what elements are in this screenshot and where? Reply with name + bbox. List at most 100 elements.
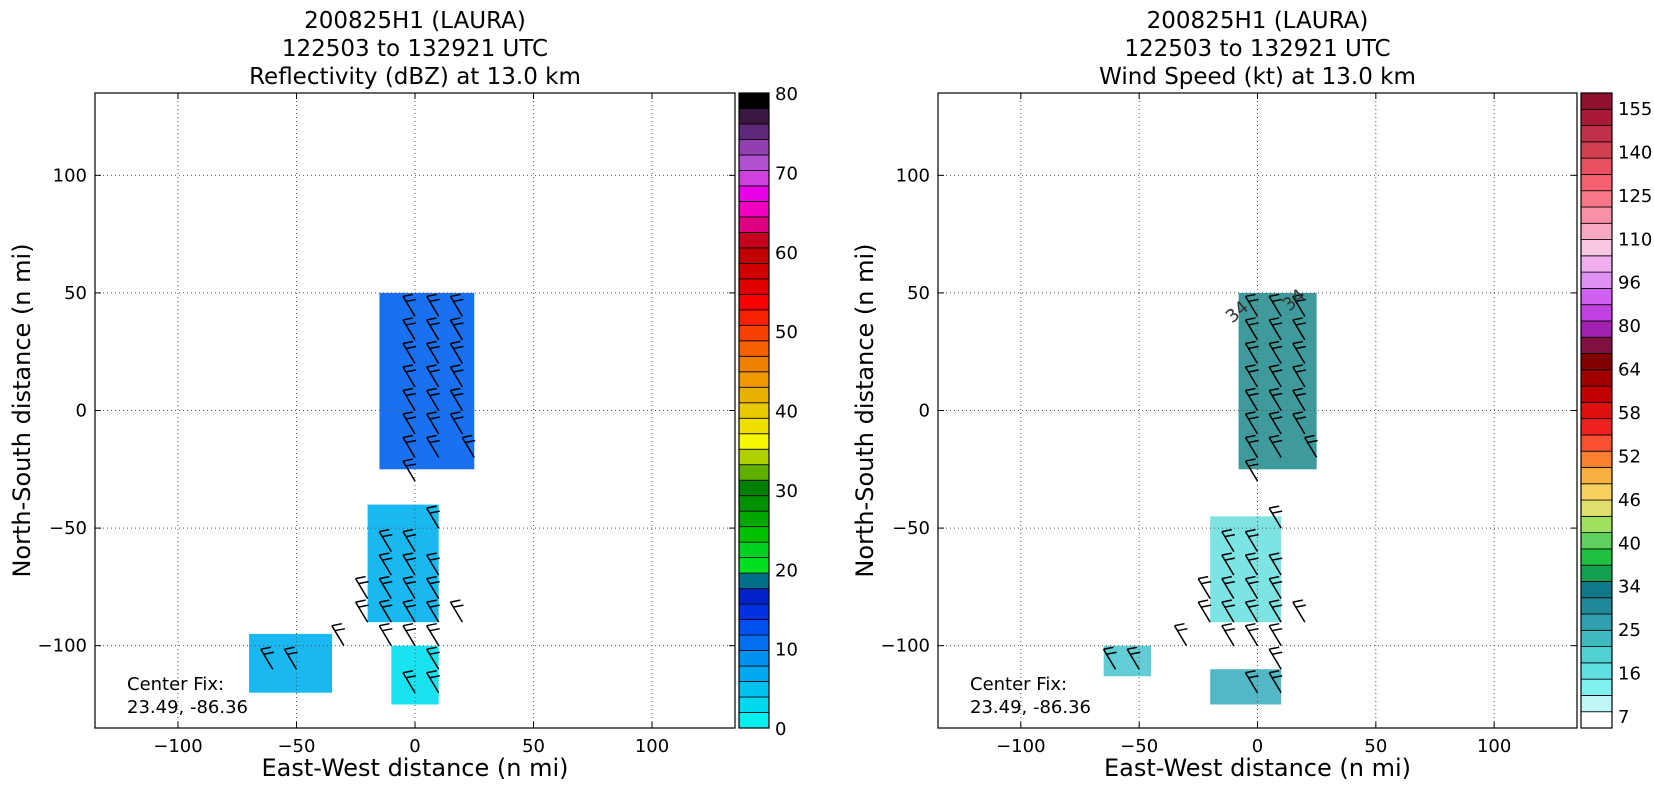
wind-barb [378, 622, 393, 647]
colorbar-tick-label: 80 [775, 84, 798, 105]
x-tick-label: −50 [1120, 736, 1158, 757]
wind-barb [1197, 575, 1212, 600]
wind-barb [402, 458, 417, 482]
colorbar-segment [1580, 108, 1613, 126]
colorbar-segment [1580, 271, 1613, 289]
colorbar-segment [1580, 613, 1613, 631]
y-tick-label: 0 [76, 401, 87, 422]
colorbar-segment [738, 340, 770, 357]
colorbar-segment [738, 650, 770, 667]
wind-barb [426, 622, 440, 647]
colorbar-segment [738, 154, 770, 171]
colorbar-tick-label: 7 [1618, 707, 1629, 728]
wind-barb [449, 411, 464, 435]
wind-barb [402, 622, 417, 647]
wind-barb [1268, 646, 1283, 670]
colorbar-segment [1580, 320, 1613, 338]
wind-barb [402, 434, 417, 458]
x-tick-label: −100 [153, 736, 202, 757]
colorbar-segment [738, 309, 770, 326]
colorbar-segment [738, 139, 770, 156]
wind-barb [449, 387, 464, 411]
y-tick-label: 100 [53, 165, 87, 186]
wind-barb [402, 575, 417, 600]
wind-barb [1221, 599, 1235, 623]
colorbar-segment [738, 170, 770, 187]
colorbar-segment [738, 634, 770, 651]
colorbar-segment [738, 92, 770, 109]
wind-barb [1292, 599, 1306, 623]
colorbar-segment [1580, 353, 1613, 371]
colorbar-tick-label: 30 [775, 481, 798, 502]
wind-barb [354, 599, 369, 623]
chart-panel-1: 200825H1 (LAURA)122503 to 132921 UTCRefl… [8, 8, 798, 782]
colorbar-tick-label: 58 [1618, 403, 1641, 424]
wind-barb [1268, 599, 1283, 623]
chart-title-line-2: 122503 to 132921 UTC [1124, 36, 1390, 62]
wind-barb [1244, 364, 1259, 388]
wind-barb [1221, 575, 1235, 600]
x-tick-label: 0 [1252, 736, 1263, 757]
y-axis-label: North-South distance (n mi) [851, 243, 879, 577]
colorbar-segment [1580, 206, 1613, 224]
x-axis-label: East-West distance (n mi) [1104, 754, 1411, 782]
colorbar-segment [1580, 678, 1613, 696]
colorbar-segment [738, 386, 770, 404]
colorbar-segment [1580, 467, 1613, 485]
wind-barb [378, 552, 393, 576]
colorbar-segment [1580, 190, 1613, 208]
chart-title-line-1: 200825H1 (LAURA) [304, 8, 526, 34]
wind-barb [1126, 646, 1141, 670]
chart-panel-2: 200825H1 (LAURA)122503 to 132921 UTCWind… [851, 8, 1652, 782]
colorbar-segment [1580, 141, 1613, 159]
wind-barb [426, 669, 440, 694]
wind-barb [378, 599, 393, 623]
wind-barb [402, 528, 417, 552]
y-tick-label: 50 [64, 283, 87, 304]
wind-barb [1268, 552, 1283, 576]
colorbar-segment [738, 557, 770, 574]
colorbar-segment [1580, 385, 1613, 403]
colorbar-tick-label: 50 [775, 322, 798, 343]
wind-barb [1268, 434, 1283, 458]
wind-barb [426, 552, 440, 576]
wind-barb [1292, 387, 1306, 411]
colorbar-tick-label: 125 [1618, 186, 1652, 207]
x-axis-label: East-West distance (n mi) [261, 754, 568, 782]
colorbar-segment [738, 510, 770, 528]
wind-barb [1244, 387, 1259, 411]
colorbar-segment [1580, 515, 1613, 534]
wind-barb [426, 293, 440, 317]
colorbar-tick-label: 40 [775, 402, 798, 423]
wind-barb [1268, 411, 1283, 435]
chart-title-line-3: Wind Speed (kt) at 13.0 km [1099, 64, 1416, 90]
x-tick-label: 50 [522, 736, 545, 757]
colorbar-segment [1580, 222, 1613, 240]
wind-barb [402, 364, 417, 388]
wind-barb [1268, 340, 1283, 364]
colorbar-segment [738, 526, 770, 543]
colorbar-segment [738, 293, 770, 311]
wind-barb [1292, 317, 1306, 341]
colorbar-segment [738, 247, 770, 264]
colorbar-segment [738, 278, 770, 295]
wind-barb [1244, 622, 1259, 647]
x-tick-label: 100 [635, 736, 669, 757]
colorbar-segment [1580, 629, 1613, 647]
colorbar-segment [1580, 548, 1613, 566]
wind-barb [426, 317, 440, 341]
y-tick-label: 0 [919, 401, 930, 422]
wind-barb [1268, 622, 1283, 647]
y-tick-label: −50 [892, 518, 930, 539]
colorbar-segment [738, 262, 770, 280]
x-tick-label: −100 [996, 736, 1045, 757]
colorbar-segment [1580, 369, 1613, 387]
wind-barb [1244, 575, 1259, 600]
colorbar-segment [1580, 695, 1613, 713]
wind-barb [1292, 364, 1306, 388]
wind-barb [1102, 646, 1117, 670]
x-tick-label: 50 [1364, 736, 1387, 757]
wind-barb [283, 646, 298, 670]
colorbar-tick-label: 40 [1618, 533, 1641, 554]
x-tick-label: −50 [277, 736, 315, 757]
